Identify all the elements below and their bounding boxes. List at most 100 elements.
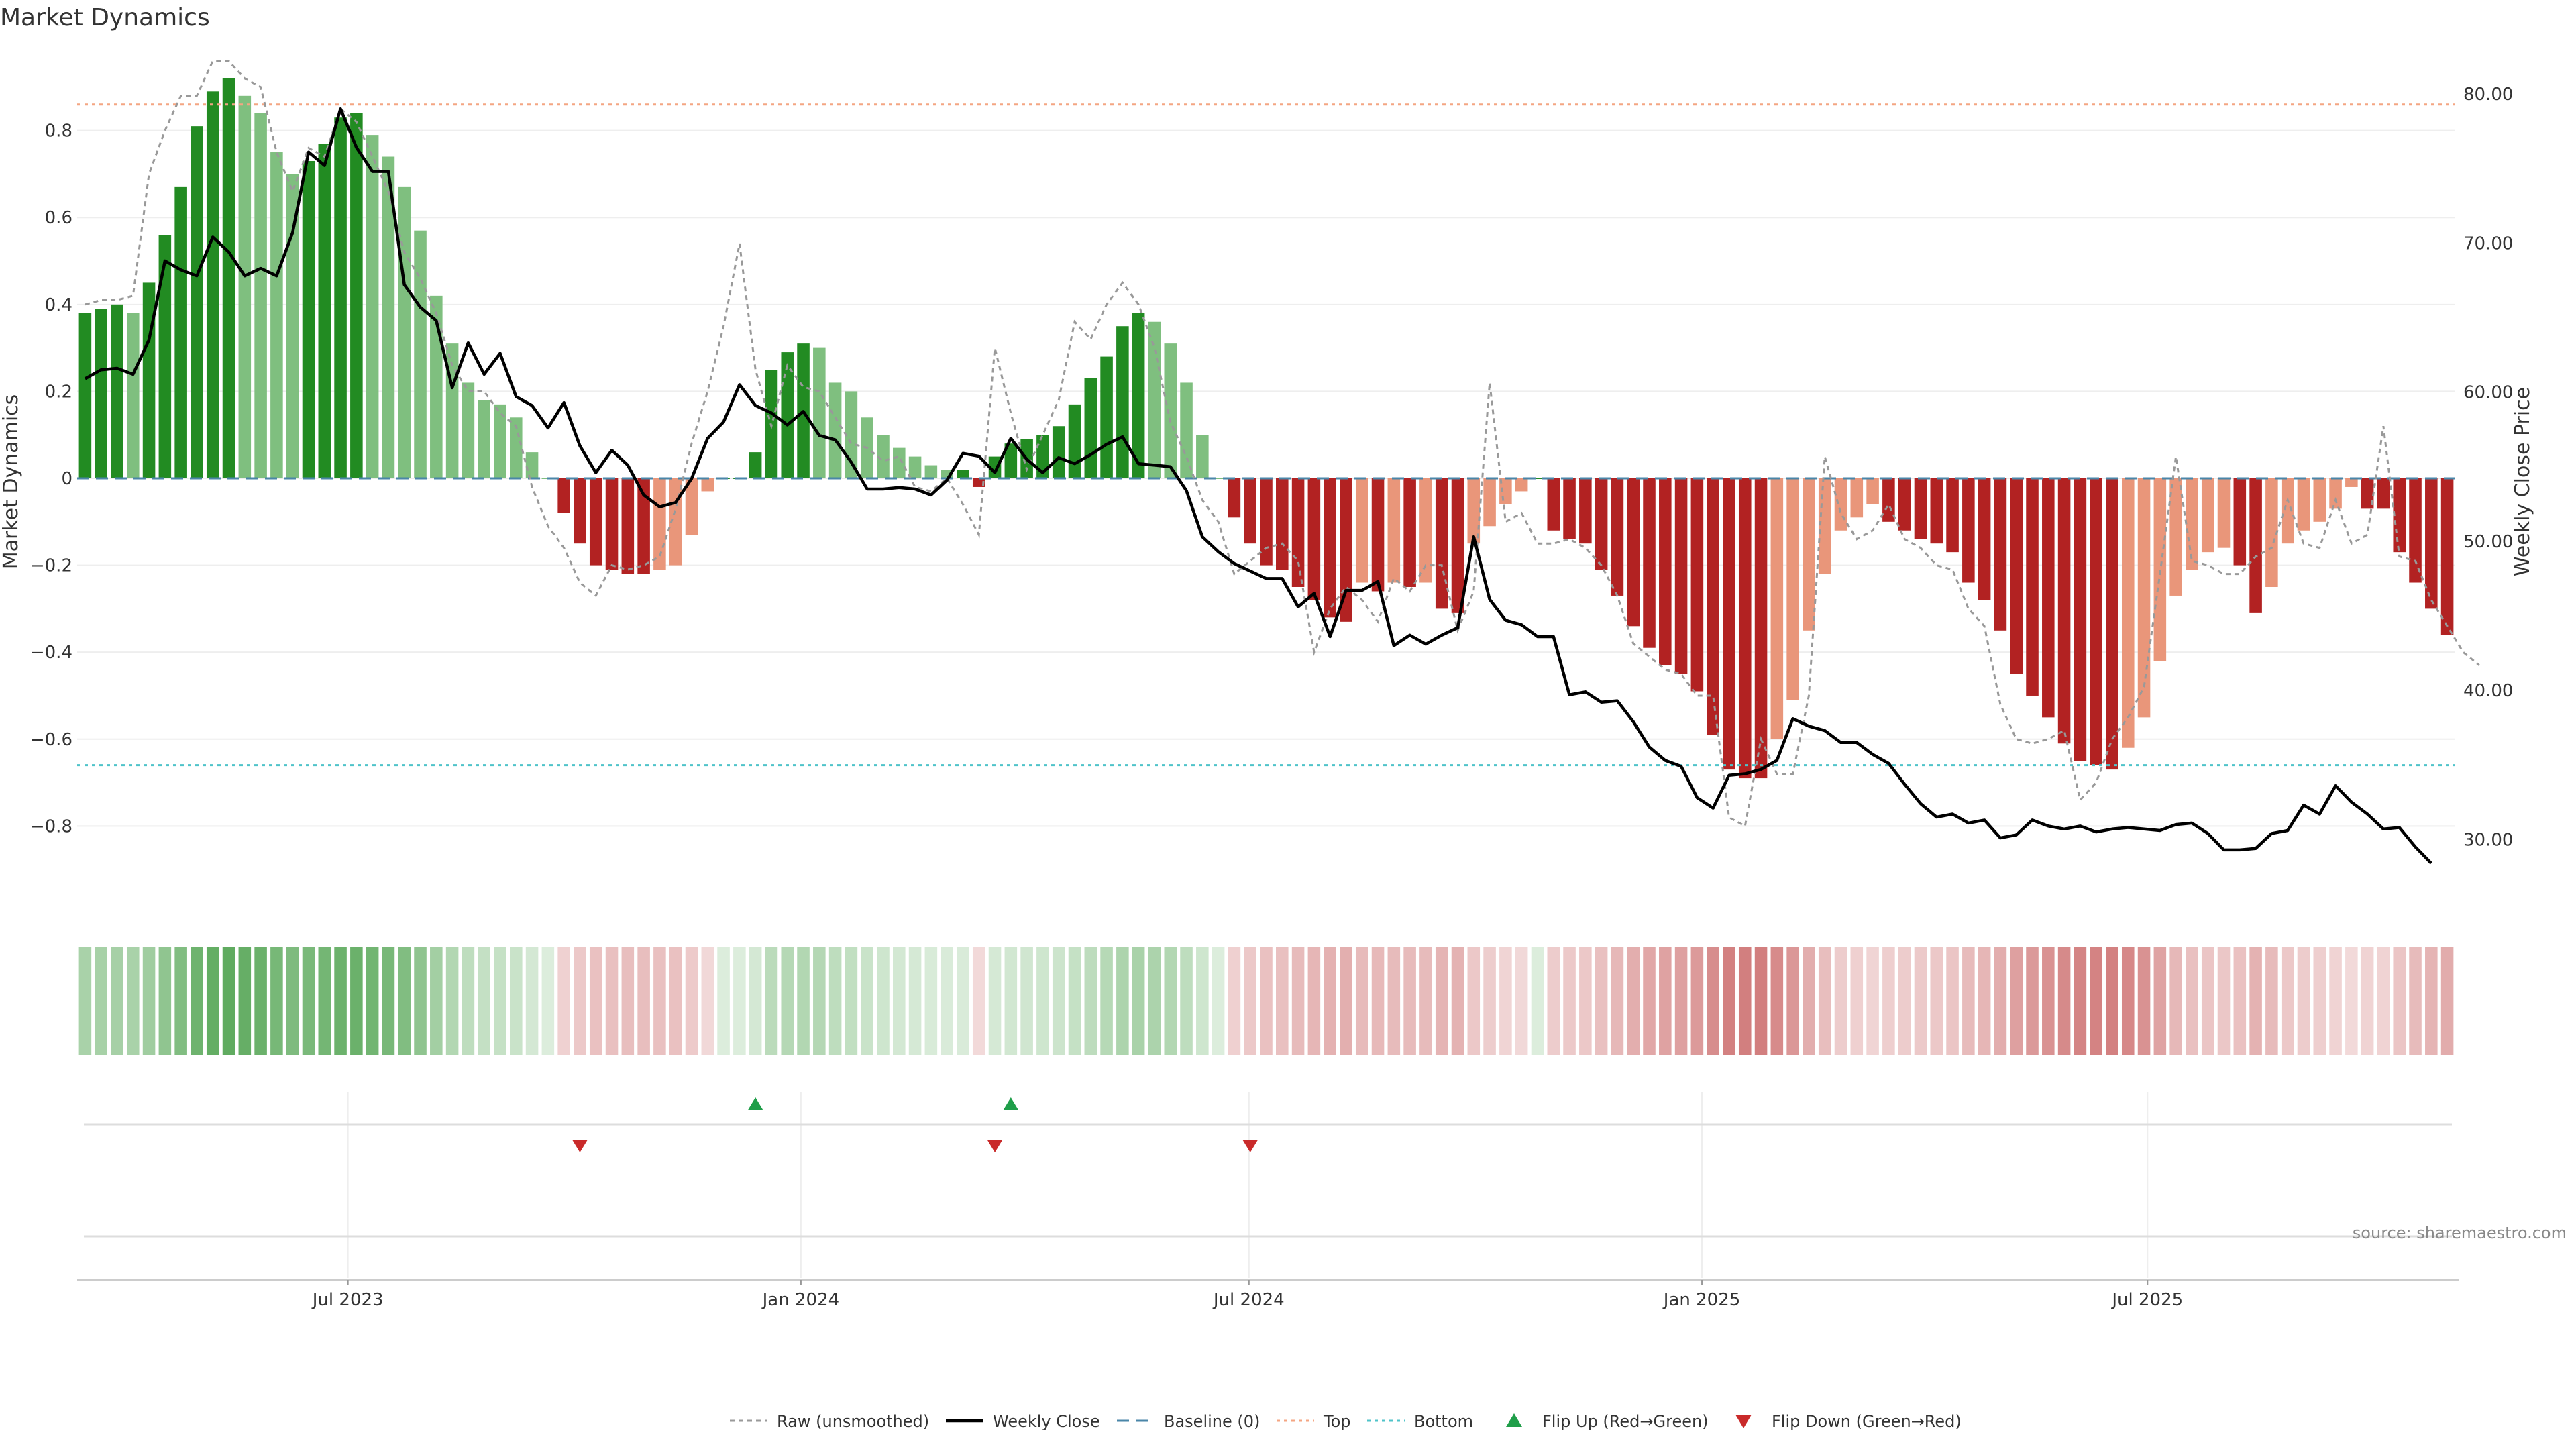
flip-up-marker	[1003, 1097, 1018, 1110]
strip-cell	[2010, 947, 2023, 1055]
y2-tick-label: 70.00	[2463, 233, 2513, 254]
strip-cell	[1499, 947, 1512, 1055]
legend-label: Baseline (0)	[1164, 1412, 1260, 1431]
bar	[1595, 478, 1608, 570]
strip-cell	[174, 947, 187, 1055]
y-ticks-left: −0.8 −0.6 −0.4 −0.2 0 0.2 0.4 0.6 0.8	[30, 121, 72, 837]
bar	[924, 465, 938, 478]
bar	[126, 313, 140, 478]
strip-cell	[1834, 947, 1847, 1055]
strip-cell	[238, 947, 252, 1055]
bar	[1068, 404, 1081, 478]
strip-cell	[733, 947, 746, 1055]
bar	[2201, 478, 2214, 553]
strip-cell	[1547, 947, 1560, 1055]
strip-cell	[1643, 947, 1656, 1055]
bar	[1611, 478, 1624, 596]
strip-cell	[126, 947, 140, 1055]
bar	[2440, 478, 2454, 635]
y-ticks-right: 30.00 40.00 50.00 60.00 70.00 80.00	[2463, 85, 2513, 850]
x-ticks: Jul 2023 Jan 2024 Jul 2024 Jan 2025 Jul 2025	[311, 1280, 2183, 1310]
y2-tick-label: 30.00	[2463, 830, 2513, 850]
strip-cell	[1850, 947, 1864, 1055]
strip-cell	[1004, 947, 1018, 1055]
weekly-close-line	[84, 107, 2432, 865]
strip-cell	[1196, 947, 1209, 1055]
bar	[2329, 478, 2342, 509]
strip-cell	[2265, 947, 2278, 1055]
bar	[1004, 443, 1018, 478]
bar	[2425, 478, 2438, 609]
strip-cell	[1451, 947, 1464, 1055]
strip-cell	[1212, 947, 1225, 1055]
strip-cell	[142, 947, 156, 1055]
legend-label: Flip Down (Green→Red)	[1772, 1412, 1962, 1431]
bar	[2313, 478, 2326, 522]
strip-cell	[222, 947, 235, 1055]
strip-cell	[2329, 947, 2342, 1055]
bar	[1674, 478, 1688, 674]
bar	[1690, 478, 1704, 692]
bar	[2393, 478, 2406, 553]
strip-cell	[2201, 947, 2214, 1055]
strip-cell	[206, 947, 219, 1055]
bar	[1834, 478, 1847, 531]
strip-cell	[701, 947, 714, 1055]
strip-cell	[2409, 947, 2422, 1055]
bar	[302, 160, 315, 478]
strip-cell	[893, 947, 906, 1055]
bar	[2010, 478, 2023, 674]
strip-cell	[653, 947, 666, 1055]
strip-cell	[1371, 947, 1385, 1055]
y2-tick-label: 40.00	[2463, 681, 2513, 701]
bar	[2137, 478, 2151, 718]
strip-cell	[318, 947, 331, 1055]
bar	[988, 456, 1002, 478]
bar	[525, 452, 539, 478]
bar	[828, 382, 842, 478]
y-tick-label: 0.6	[45, 208, 72, 228]
strip-cell	[1148, 947, 1161, 1055]
strip-cell	[2377, 947, 2390, 1055]
legend-item: Weekly Close	[946, 1412, 1100, 1431]
strip-cell	[1244, 947, 1256, 1055]
raw-line	[85, 60, 2480, 828]
strip-cell	[1276, 947, 1289, 1055]
bar	[685, 478, 698, 535]
strip-cell	[350, 947, 363, 1055]
bar	[2297, 478, 2310, 531]
bar	[1850, 478, 1864, 518]
strip-cell	[589, 947, 602, 1055]
strip-cell	[813, 947, 826, 1055]
strip-cell	[749, 947, 762, 1055]
strip-cell	[1260, 947, 1273, 1055]
strip-cell	[828, 947, 842, 1055]
strip-cell	[445, 947, 459, 1055]
strip-cell	[509, 947, 523, 1055]
legend-item: Bottom	[1367, 1412, 1473, 1431]
strip-cell	[1132, 947, 1145, 1055]
x-tick-label: Jul 2024	[1212, 1290, 1285, 1310]
strip-cell	[1707, 947, 1719, 1055]
bar	[749, 452, 762, 478]
strip-cell	[1340, 947, 1352, 1055]
strip-cell	[1020, 947, 1033, 1055]
strip-cell	[845, 947, 858, 1055]
strip-cell	[78, 947, 92, 1055]
y-tick-label: 0.4	[45, 295, 72, 315]
bar	[1244, 478, 1256, 544]
strip-cell	[541, 947, 555, 1055]
bar	[972, 478, 985, 487]
bar	[2377, 478, 2390, 509]
y-tick-label: −0.4	[30, 643, 72, 663]
bar	[1419, 478, 1432, 583]
bar	[1930, 478, 1943, 544]
strip-cell	[1387, 947, 1401, 1055]
bar	[1882, 478, 1895, 522]
strip-cell	[1866, 947, 1879, 1055]
strip-cell	[1818, 947, 1831, 1055]
strip-cell	[1690, 947, 1704, 1055]
bar	[781, 352, 794, 478]
strip-cell	[1228, 947, 1241, 1055]
strip-cell	[302, 947, 315, 1055]
